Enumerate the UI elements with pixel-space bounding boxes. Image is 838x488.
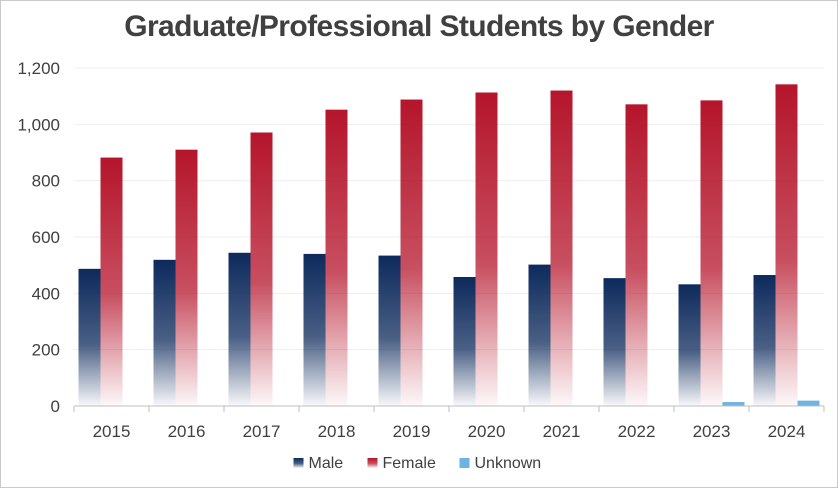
x-tick-label: 2021 [543, 422, 581, 441]
x-tick-label: 2015 [93, 422, 131, 441]
bar-male-2015 [78, 268, 101, 406]
legend-label-unknown: Unknown [475, 455, 542, 472]
legend-label-male: Male [309, 455, 344, 472]
y-tick-label: 400 [32, 284, 60, 303]
bar-male-2022 [603, 278, 626, 406]
legend-label-female: Female [383, 455, 436, 472]
bar-female-2020 [475, 92, 498, 406]
x-tick-label: 2016 [168, 422, 206, 441]
y-tick-label: 800 [32, 172, 60, 191]
y-tick-label: 1,200 [17, 59, 60, 78]
bar-male-2016 [153, 259, 176, 406]
bar-female-2022 [625, 104, 648, 407]
bar-male-2019 [378, 255, 401, 406]
x-tick-label: 2017 [243, 422, 281, 441]
x-tick-label: 2020 [468, 422, 506, 441]
x-tick-label: 2018 [318, 422, 356, 441]
bar-female-2017 [250, 132, 273, 407]
bar-male-2017 [228, 252, 251, 406]
bar-female-2018 [325, 109, 348, 406]
y-tick-label: 200 [32, 341, 60, 360]
y-tick-label: 1,000 [17, 115, 60, 134]
x-tick-label: 2023 [693, 422, 731, 441]
bar-female-2021 [550, 90, 573, 407]
bar-female-2023 [700, 100, 723, 407]
legend-swatch-male [293, 458, 304, 468]
bar-female-2024 [775, 84, 798, 406]
bar-female-2016 [175, 149, 198, 406]
y-tick-label: 0 [51, 397, 60, 416]
bar-unknown-2023 [722, 402, 745, 406]
bar-male-2018 [303, 253, 326, 406]
x-tick-label: 2019 [393, 422, 431, 441]
chart-title: Graduate/Professional Students by Gender [124, 10, 714, 43]
legend-swatch-female [367, 458, 378, 468]
x-tick-label: 2024 [768, 422, 806, 441]
y-tick-label: 600 [32, 228, 60, 247]
bar-male-2023 [678, 284, 701, 406]
bar-male-2024 [753, 275, 776, 406]
x-tick-label: 2022 [618, 422, 656, 441]
legend-swatch-unknown [459, 458, 470, 468]
bar-unknown-2024 [797, 400, 820, 406]
bar-male-2021 [528, 264, 551, 406]
bar-female-2015 [100, 157, 123, 406]
bar-female-2019 [400, 99, 423, 407]
bar-male-2020 [453, 276, 476, 406]
